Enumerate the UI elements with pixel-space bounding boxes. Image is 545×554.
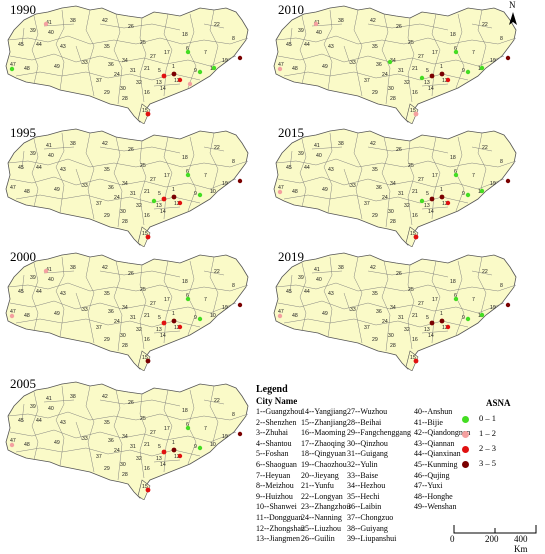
legend-city-item: 31--Guigang bbox=[347, 449, 388, 459]
map-2010 bbox=[273, 5, 517, 124]
legend-city-item: 44--Qianxinan bbox=[414, 449, 461, 459]
legend-city-item: 26--Guilin bbox=[301, 534, 335, 544]
asna-class-label: 0 – 1 bbox=[479, 413, 496, 423]
legend-city-item: 43--Qiannan bbox=[414, 438, 455, 448]
legend-column-2: 14--Yangjiang 15--Zhanjiang 16--Maoming 17-… bbox=[301, 407, 350, 545]
legend-city-item: 39--Liupanshui bbox=[347, 534, 397, 544]
legend-city-item: 34--Hezhou bbox=[347, 481, 386, 491]
legend-city-item: 28--Beihai bbox=[347, 417, 382, 427]
legend-city-item: 8--Meizhou bbox=[256, 481, 294, 491]
legend-column-1: 1--Guangzhou 2--Shenzhen 3--Zhuhai 4--Shant… bbox=[256, 407, 305, 545]
legend-city-item: 30--Qinzhou bbox=[347, 438, 388, 448]
legend-city-item: 18--Qingyuan bbox=[301, 449, 346, 459]
north-label: N bbox=[509, 0, 516, 10]
legend-city-item: 7--Heyuan bbox=[256, 470, 291, 480]
legend-city-item: 22--Longyan bbox=[301, 491, 343, 501]
legend-city-item: 24--Nanning bbox=[301, 512, 342, 522]
map-panel-1995: 1995 bbox=[4, 125, 254, 247]
asna-class-label: 2 – 3 bbox=[479, 443, 496, 453]
asna-class-item: 3 – 5 bbox=[462, 458, 496, 468]
legend-city-item: 47--Yuxi bbox=[414, 481, 443, 491]
legend-city-item: 2--Shenzhen bbox=[256, 417, 297, 427]
year-label: 2019 bbox=[278, 249, 304, 264]
legend-city-item: 16--Maoming bbox=[301, 428, 346, 438]
map-panel-1990: 1990 bbox=[4, 2, 254, 124]
map-panel-2019: 2019 bbox=[272, 249, 522, 371]
legend-city-item: 17--Zhaoqing bbox=[301, 438, 345, 448]
legend-city-item: 14--Yangjiang bbox=[301, 407, 347, 416]
map-1990 bbox=[5, 5, 249, 124]
legend-city-item: 21--Yunfu bbox=[301, 481, 334, 491]
map-panel-2015: 2015 bbox=[272, 125, 522, 247]
map-2015 bbox=[273, 128, 517, 247]
scale-bar-graphic bbox=[453, 525, 537, 534]
legend-city-item: 5--Foshan bbox=[256, 449, 289, 459]
legend-city-item: 37--Chongzuo bbox=[347, 512, 394, 522]
legend-city-item: 33--Baise bbox=[347, 470, 379, 480]
legend-city-item: 4--Shantou bbox=[256, 438, 292, 448]
legend-city-item: 29--Fangchenggang bbox=[347, 428, 411, 438]
asna-swatch-icon bbox=[462, 460, 469, 468]
legend-column-4: 40--Anshun 41--Bijie 42--Qiandongnan 43--Qi… bbox=[414, 407, 470, 513]
asna-class-item: 0 – 1 bbox=[462, 413, 496, 423]
legend-city-item: 27--Wuzhou bbox=[347, 407, 388, 416]
year-label: 1995 bbox=[10, 125, 36, 140]
asna-title: ASNA bbox=[486, 398, 511, 408]
legend-city-item: 19--Chaozhou bbox=[301, 459, 347, 469]
legend-city-item: 20--Jieyang bbox=[301, 470, 339, 480]
asna-swatch-icon bbox=[462, 415, 469, 423]
legend-city-item: 25--Liuzhou bbox=[301, 523, 341, 533]
year-label: 2010 bbox=[278, 2, 304, 17]
map-2019 bbox=[273, 252, 517, 371]
asna-class-label: 3 – 5 bbox=[479, 458, 496, 468]
map-2005 bbox=[5, 381, 249, 500]
scale-bar: 0 200 400 Km bbox=[450, 522, 542, 554]
map-panel-2010: 2010 N bbox=[272, 0, 522, 124]
year-label: 2005 bbox=[10, 376, 36, 391]
legend-city-item: 46--Qujing bbox=[414, 470, 450, 480]
map-panel-2005: 2005 bbox=[4, 376, 254, 500]
legend-city-item: 3--Zhuhai bbox=[256, 428, 288, 438]
legend-city-item: 36--Laibin bbox=[347, 502, 382, 512]
legend-city-item: 6--Shaoguan bbox=[256, 459, 297, 469]
legend-column-3: 27--Wuzhou 28--Beihai 29--Fangchenggang 30-… bbox=[347, 407, 411, 545]
legend-city-item: 40--Anshun bbox=[414, 407, 453, 416]
scale-label-0: 0 bbox=[450, 534, 455, 544]
north-arrow-icon bbox=[509, 12, 517, 25]
legend-city-item: 45--Kunming bbox=[414, 459, 458, 469]
asna-class-label: 1 – 2 bbox=[479, 428, 496, 438]
map-1995 bbox=[5, 128, 249, 247]
asna-swatch-icon bbox=[462, 430, 469, 438]
legend-city-item: 15--Zhanjiang bbox=[301, 417, 347, 427]
scale-label-400: 400 Km bbox=[514, 534, 528, 554]
year-label: 2015 bbox=[278, 125, 304, 140]
asna-class-item: 1 – 2 bbox=[462, 428, 496, 438]
legend-city-item: 10--Shanwei bbox=[256, 502, 297, 512]
legend-city-item: 23--Zhangzhou bbox=[301, 502, 351, 512]
north-arrow: N bbox=[506, 0, 520, 26]
legend-city-item: 49--Wenshan bbox=[414, 502, 457, 512]
scale-label-200: 200 bbox=[485, 534, 499, 544]
legend-city-item: 38--Guiyang bbox=[347, 523, 388, 533]
map-2000 bbox=[5, 252, 249, 371]
legend-city-item: 9--Huizhou bbox=[256, 491, 293, 501]
legend-city-item: 11--Dongguan bbox=[256, 512, 303, 522]
map-panel-2000: 2000 bbox=[4, 249, 254, 371]
legend-city-item: 1--Guangzhou bbox=[256, 407, 303, 416]
year-label: 1990 bbox=[10, 2, 36, 17]
legend-city-item: 48--Honghe bbox=[414, 491, 453, 501]
legend-city-item: 32--Yulin bbox=[347, 459, 378, 469]
legend-city-item: 13--Jiangmen bbox=[256, 534, 300, 544]
legend-city-item: 42--Qiandongnan bbox=[414, 428, 471, 438]
legend-city-item: 41--Bijie bbox=[414, 417, 443, 427]
legend-title: Legend bbox=[256, 384, 288, 395]
year-label: 2000 bbox=[10, 249, 36, 264]
legend-city-item: 12--Zhongshan bbox=[256, 523, 305, 533]
asna-class-item: 2 – 3 bbox=[462, 443, 496, 453]
city-name-title: City Name bbox=[256, 396, 298, 406]
asna-swatch-icon bbox=[462, 445, 469, 453]
legend-city-item: 35--Hechi bbox=[347, 491, 380, 501]
